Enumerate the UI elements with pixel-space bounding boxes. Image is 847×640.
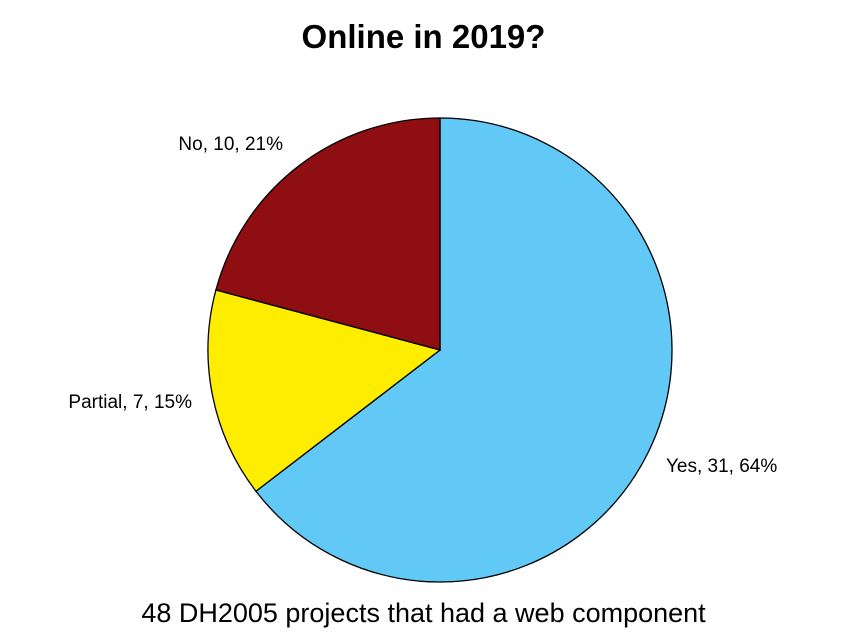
slice-label-yes: Yes, 31, 64% xyxy=(666,456,777,477)
chart-title: Online in 2019? xyxy=(301,18,546,55)
chart-caption: 48 DH2005 projects that had a web compon… xyxy=(141,598,706,628)
pie-slice-partial xyxy=(207,289,442,493)
slice-label-partial: Partial, 7, 15% xyxy=(68,392,192,413)
pie-slices xyxy=(207,117,673,583)
slice-label-no: No, 10, 21% xyxy=(178,134,283,155)
pie-labels: Yes, 31, 64% Partial, 7, 15% No, 10, 21% xyxy=(68,134,777,477)
pie-slice-no xyxy=(215,117,441,351)
pie-slice-yes xyxy=(255,117,673,583)
